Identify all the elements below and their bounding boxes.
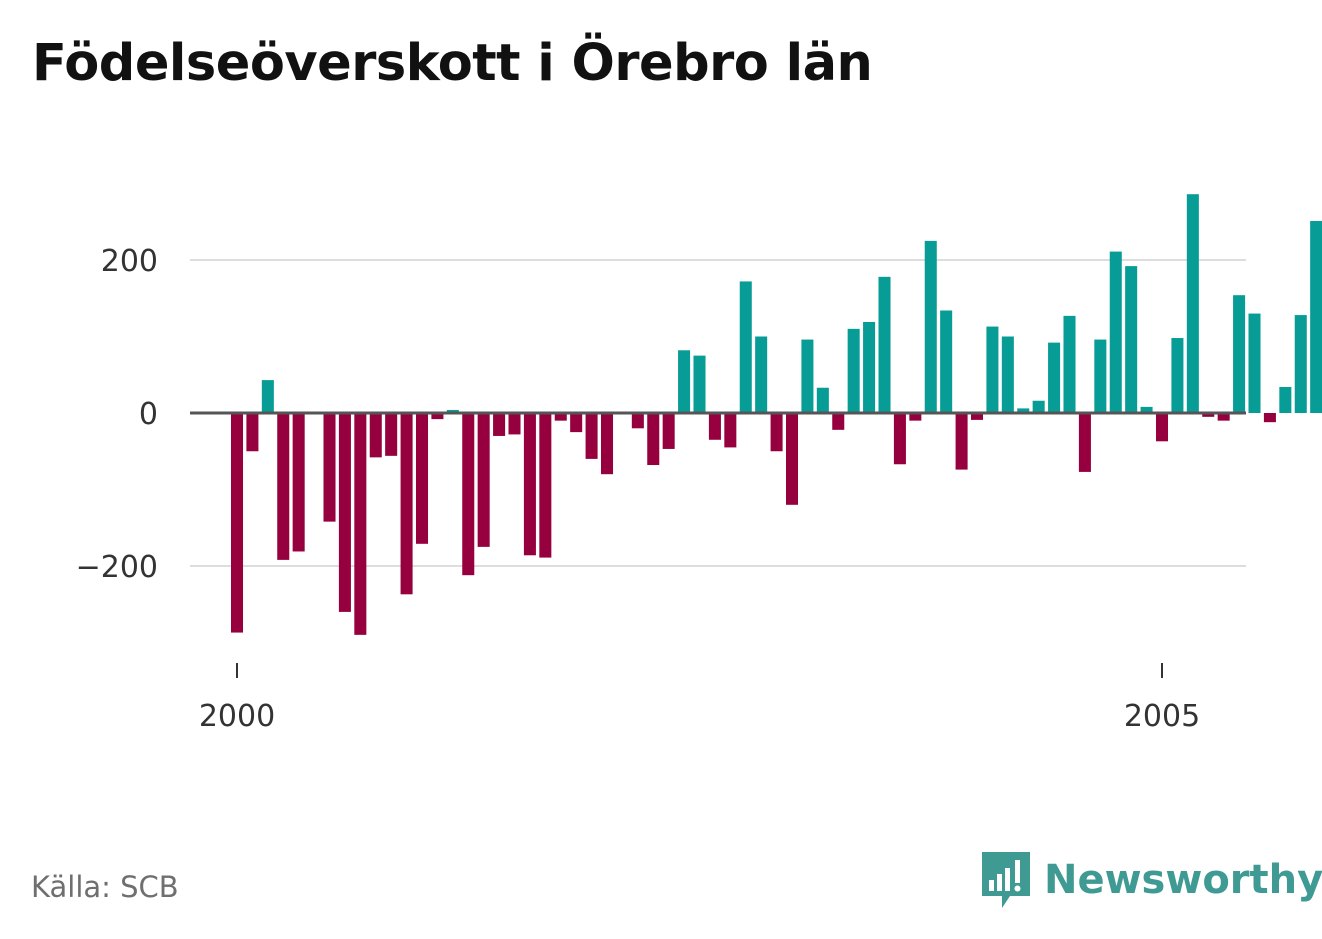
bar-2002-03 [631,413,644,429]
bar-2005-10 [1294,315,1307,413]
bar-2001-05 [477,413,490,547]
bar-2000-07 [323,413,336,522]
bar-2000-11 [385,413,398,456]
x-tick-label: 2005 [1124,699,1200,734]
bar-2005-01 [1155,413,1169,442]
chart-title: Födelseöverskott i Örebro län [32,34,873,93]
bar-2004-08 [1078,413,1091,472]
bars [230,194,1322,635]
bar-2005-05 [1217,413,1230,421]
bar-2001-06 [493,413,506,436]
bar-2002-09 [724,413,737,448]
bar-2004-07 [1063,315,1076,414]
bar-2000-01 [230,413,244,633]
bar-2003-07 [878,276,891,413]
bar-2005-11 [1310,220,1322,413]
bar-2000-05 [292,413,305,552]
newsworthy-icon [982,852,1030,908]
bar-2004-02 [986,326,999,414]
bar-2004-05 [1032,400,1045,413]
source-note: Källa: SCB [31,870,179,904]
bar-2003-02 [801,339,814,413]
bar-2002-01 [600,413,614,475]
bar-2002-06 [678,350,691,413]
bar-2002-11 [755,336,768,413]
bar-2001-01 [415,413,429,544]
bar-2005-09 [1279,386,1292,413]
bar-2005-04 [1202,413,1215,417]
bar-2001-10 [554,413,567,421]
y-tick-label: 0 [139,397,158,432]
bar-2002-12 [770,413,783,452]
bar-2001-04 [462,413,475,576]
bar-2001-08 [523,413,536,556]
bar-2003-12 [955,413,968,470]
bar-2003-09 [909,413,922,421]
bar-2004-03 [1001,336,1014,413]
brand-name: Newsworthy [1044,857,1322,903]
bar-2004-09 [1094,339,1107,413]
bar-2000-04 [277,413,290,560]
bar-2001-11 [570,413,583,433]
bar-2005-08 [1263,413,1276,423]
bar-2002-07 [693,355,706,414]
axis-ticks: −2000200200020052010201520202025 [76,244,1201,734]
bar-2003-05 [847,328,860,413]
bar-2003-03 [816,387,829,413]
brand-logo: Newsworthy [980,850,1322,910]
bar-2003-11 [940,310,953,413]
bar-2001-02 [431,413,444,420]
bar-2003-04 [832,413,845,430]
bar-2003-01 [785,413,799,505]
bar-2000-09 [354,413,367,635]
bar-2001-12 [585,413,598,459]
bar-2004-12 [1140,406,1153,413]
bar-2003-08 [893,413,906,465]
bar-2002-10 [739,281,752,413]
bar-2005-06 [1233,295,1246,413]
x-tick-label: 2000 [199,699,275,734]
bar-2003-10 [924,240,937,414]
bar-2000-03 [261,380,274,414]
bar-2000-02 [246,413,259,452]
bar-2005-03 [1186,194,1199,413]
bar-2005-02 [1171,338,1184,413]
bar-2000-10 [369,413,382,458]
bar-2001-07 [508,413,521,435]
bar-2001-09 [539,413,552,558]
bar-2004-06 [1048,342,1061,413]
bar-2003-06 [863,321,876,413]
bar-2001-03 [446,409,459,413]
bar-2004-04 [1017,408,1030,413]
bar-2000-12 [400,413,413,595]
bar-2002-08 [708,413,721,440]
bar-2005-07 [1248,313,1261,413]
bar-2002-05 [662,413,675,449]
bar-2004-01 [970,413,984,420]
y-tick-label: 200 [101,244,158,279]
bar-2002-04 [647,413,660,466]
bar-2000-08 [338,413,351,612]
bar-2004-10 [1109,251,1122,413]
bar-2004-11 [1125,266,1138,413]
y-tick-label: −200 [76,550,158,585]
